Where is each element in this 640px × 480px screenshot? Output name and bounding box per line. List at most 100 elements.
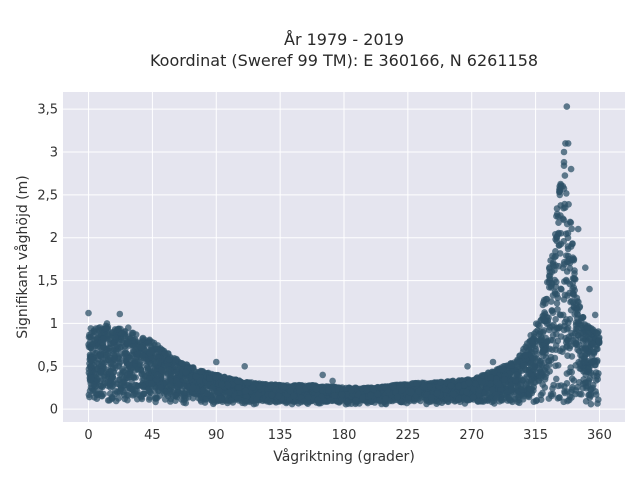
scatter-point xyxy=(295,400,302,407)
scatter-point xyxy=(319,371,327,379)
scatter-point xyxy=(180,399,187,406)
scatter-point xyxy=(541,317,548,325)
scatter-point xyxy=(124,371,131,379)
scatter-point xyxy=(549,390,557,398)
scatter-point xyxy=(564,140,572,147)
scatter-point xyxy=(212,374,220,381)
scatter-point xyxy=(587,390,595,398)
scatter-point xyxy=(165,366,172,373)
scatter-point xyxy=(447,382,455,389)
scatter-point xyxy=(97,368,104,375)
scatter-point xyxy=(550,321,557,329)
scatter-point xyxy=(137,344,145,351)
scatter-point xyxy=(563,337,571,344)
scatter-point xyxy=(478,378,486,386)
scatter-point xyxy=(527,345,535,353)
scatter-point xyxy=(595,337,603,345)
scatter-point xyxy=(268,391,275,399)
scatter-point xyxy=(580,368,587,375)
scatter-point xyxy=(391,388,399,396)
scatter-point xyxy=(243,379,251,387)
scatter-point xyxy=(314,396,321,404)
scatter-point xyxy=(557,212,564,219)
scatter-point xyxy=(111,333,119,341)
scatter-point xyxy=(208,384,216,392)
scatter-point xyxy=(526,391,533,398)
scatter-point xyxy=(116,310,124,318)
scatter-point xyxy=(405,394,412,402)
scatter-point xyxy=(167,381,174,389)
scatter-point xyxy=(296,387,304,395)
scatter-point xyxy=(118,330,126,337)
scatter-point xyxy=(547,284,555,291)
scatter-point xyxy=(564,243,572,250)
scatter-point xyxy=(492,394,500,402)
x-tick-label: 45 xyxy=(144,428,161,443)
scatter-point xyxy=(121,395,128,403)
scatter-point xyxy=(561,388,568,395)
y-tick-label: 3 xyxy=(50,146,58,161)
scatter-point xyxy=(425,383,433,390)
scatter-point xyxy=(582,398,590,405)
scatter-point xyxy=(267,398,275,405)
scatter-point xyxy=(553,278,560,286)
scatter-point xyxy=(275,392,282,400)
scatter-point xyxy=(428,394,435,401)
scatter-point xyxy=(583,324,591,331)
scatter-point xyxy=(579,314,586,321)
scatter-point xyxy=(370,386,378,393)
scatter-point xyxy=(413,380,421,387)
scatter-point xyxy=(172,392,180,399)
scatter-point xyxy=(588,358,595,365)
scatter-point xyxy=(192,373,200,380)
scatter-point xyxy=(567,306,575,314)
scatter-point xyxy=(389,383,397,391)
scatter-point xyxy=(569,290,577,298)
scatter-point xyxy=(550,381,557,389)
scatter-point xyxy=(489,386,496,394)
scatter-point xyxy=(100,360,107,368)
scatter-point xyxy=(545,395,553,402)
y-tick-label: 1 xyxy=(50,317,58,332)
scatter-point xyxy=(489,358,497,366)
scatter-point xyxy=(352,397,359,404)
scatter-point xyxy=(175,381,182,389)
scatter-point xyxy=(234,377,241,385)
scatter-point xyxy=(560,238,567,245)
scatter-point xyxy=(88,374,95,382)
scatter-point xyxy=(508,362,515,369)
scatter-point xyxy=(208,397,216,404)
scatter-point xyxy=(134,351,141,358)
scatter-point xyxy=(532,397,540,405)
x-tick-label: 0 xyxy=(84,428,92,443)
scatter-point xyxy=(103,320,111,327)
scatter-point xyxy=(574,225,582,233)
scatter-point xyxy=(423,397,430,405)
scatter-point xyxy=(582,264,589,272)
scatter-point xyxy=(444,395,451,403)
scatter-point xyxy=(137,361,144,368)
scatter-point xyxy=(135,366,142,373)
scatter-point xyxy=(475,386,483,394)
scatter-point xyxy=(101,379,108,387)
scatter-point xyxy=(280,383,288,391)
scatter-point xyxy=(555,219,562,226)
scatter-point xyxy=(487,374,494,381)
scatter-point xyxy=(394,393,401,401)
scatter-point xyxy=(531,363,539,371)
scatter-point xyxy=(134,388,141,395)
scatter-point xyxy=(139,390,147,398)
scatter-point xyxy=(522,351,529,359)
scatter-point xyxy=(561,322,568,330)
scatter-point xyxy=(507,381,515,389)
scatter-point xyxy=(546,276,553,284)
scatter-point xyxy=(546,264,553,271)
scatter-point xyxy=(575,320,582,328)
scatter-point xyxy=(585,365,593,372)
scatter-point xyxy=(139,335,146,343)
scatter-point xyxy=(552,316,559,323)
scatter-point xyxy=(547,257,554,264)
scatter-point xyxy=(563,343,570,351)
scatter-point xyxy=(110,368,117,376)
x-tick-label: 360 xyxy=(587,428,612,443)
